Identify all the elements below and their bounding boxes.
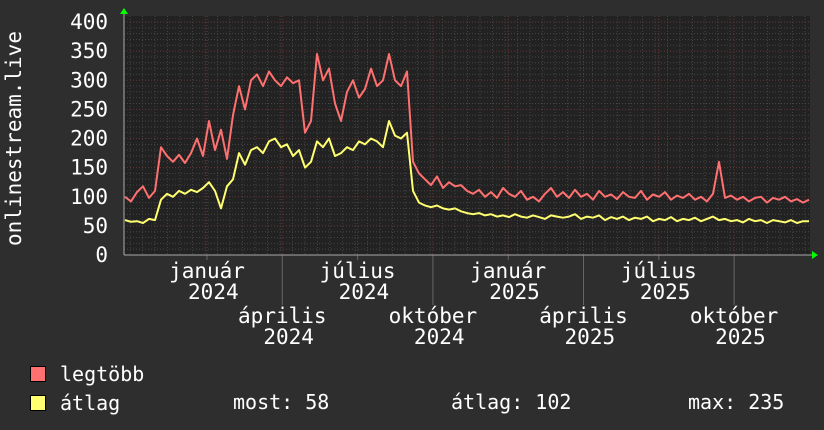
y-tick-label: 200: [70, 127, 108, 151]
y-tick-label: 0: [95, 243, 108, 267]
legend-label-max: legtöbb: [60, 362, 145, 386]
x-tick-label: január 2024: [169, 259, 245, 304]
y-axis-arrow-icon: [120, 8, 128, 14]
y-tick-label: 100: [70, 185, 108, 209]
legend-swatch-avg: [30, 395, 46, 411]
legend-swatch-max: [30, 366, 46, 382]
y-tick-label: 150: [70, 156, 108, 180]
y-tick-label: 250: [70, 97, 108, 121]
stat-now: most: 58: [233, 390, 330, 414]
x-tick-label: október 2025: [690, 304, 779, 349]
stat-average: átlag: 102: [451, 390, 572, 414]
y-axis-label: onlinestream.live: [2, 31, 26, 246]
series-line-avg: [124, 120, 809, 224]
y-tick-label: 50: [83, 214, 108, 238]
legend-item-avg: átlag: [30, 391, 120, 415]
x-tick-label: július 2025: [621, 259, 697, 304]
stat-max: max: 235: [688, 390, 785, 414]
y-tick-label: 300: [70, 68, 108, 92]
y-tick-label: 400: [70, 10, 108, 34]
legend-label-avg: átlag: [60, 391, 121, 415]
x-axis-arrow-icon: [812, 251, 818, 259]
legend-item-max: legtöbb: [30, 362, 144, 386]
y-tick-label: 350: [70, 39, 108, 63]
x-tick-label: április 2025: [539, 304, 628, 349]
x-tick-label: április 2024: [238, 304, 327, 349]
x-tick-label: január 2025: [470, 259, 546, 304]
x-tick-label: július 2024: [320, 259, 396, 304]
x-tick-label: október 2024: [389, 304, 478, 349]
series-line-max: [124, 53, 810, 204]
